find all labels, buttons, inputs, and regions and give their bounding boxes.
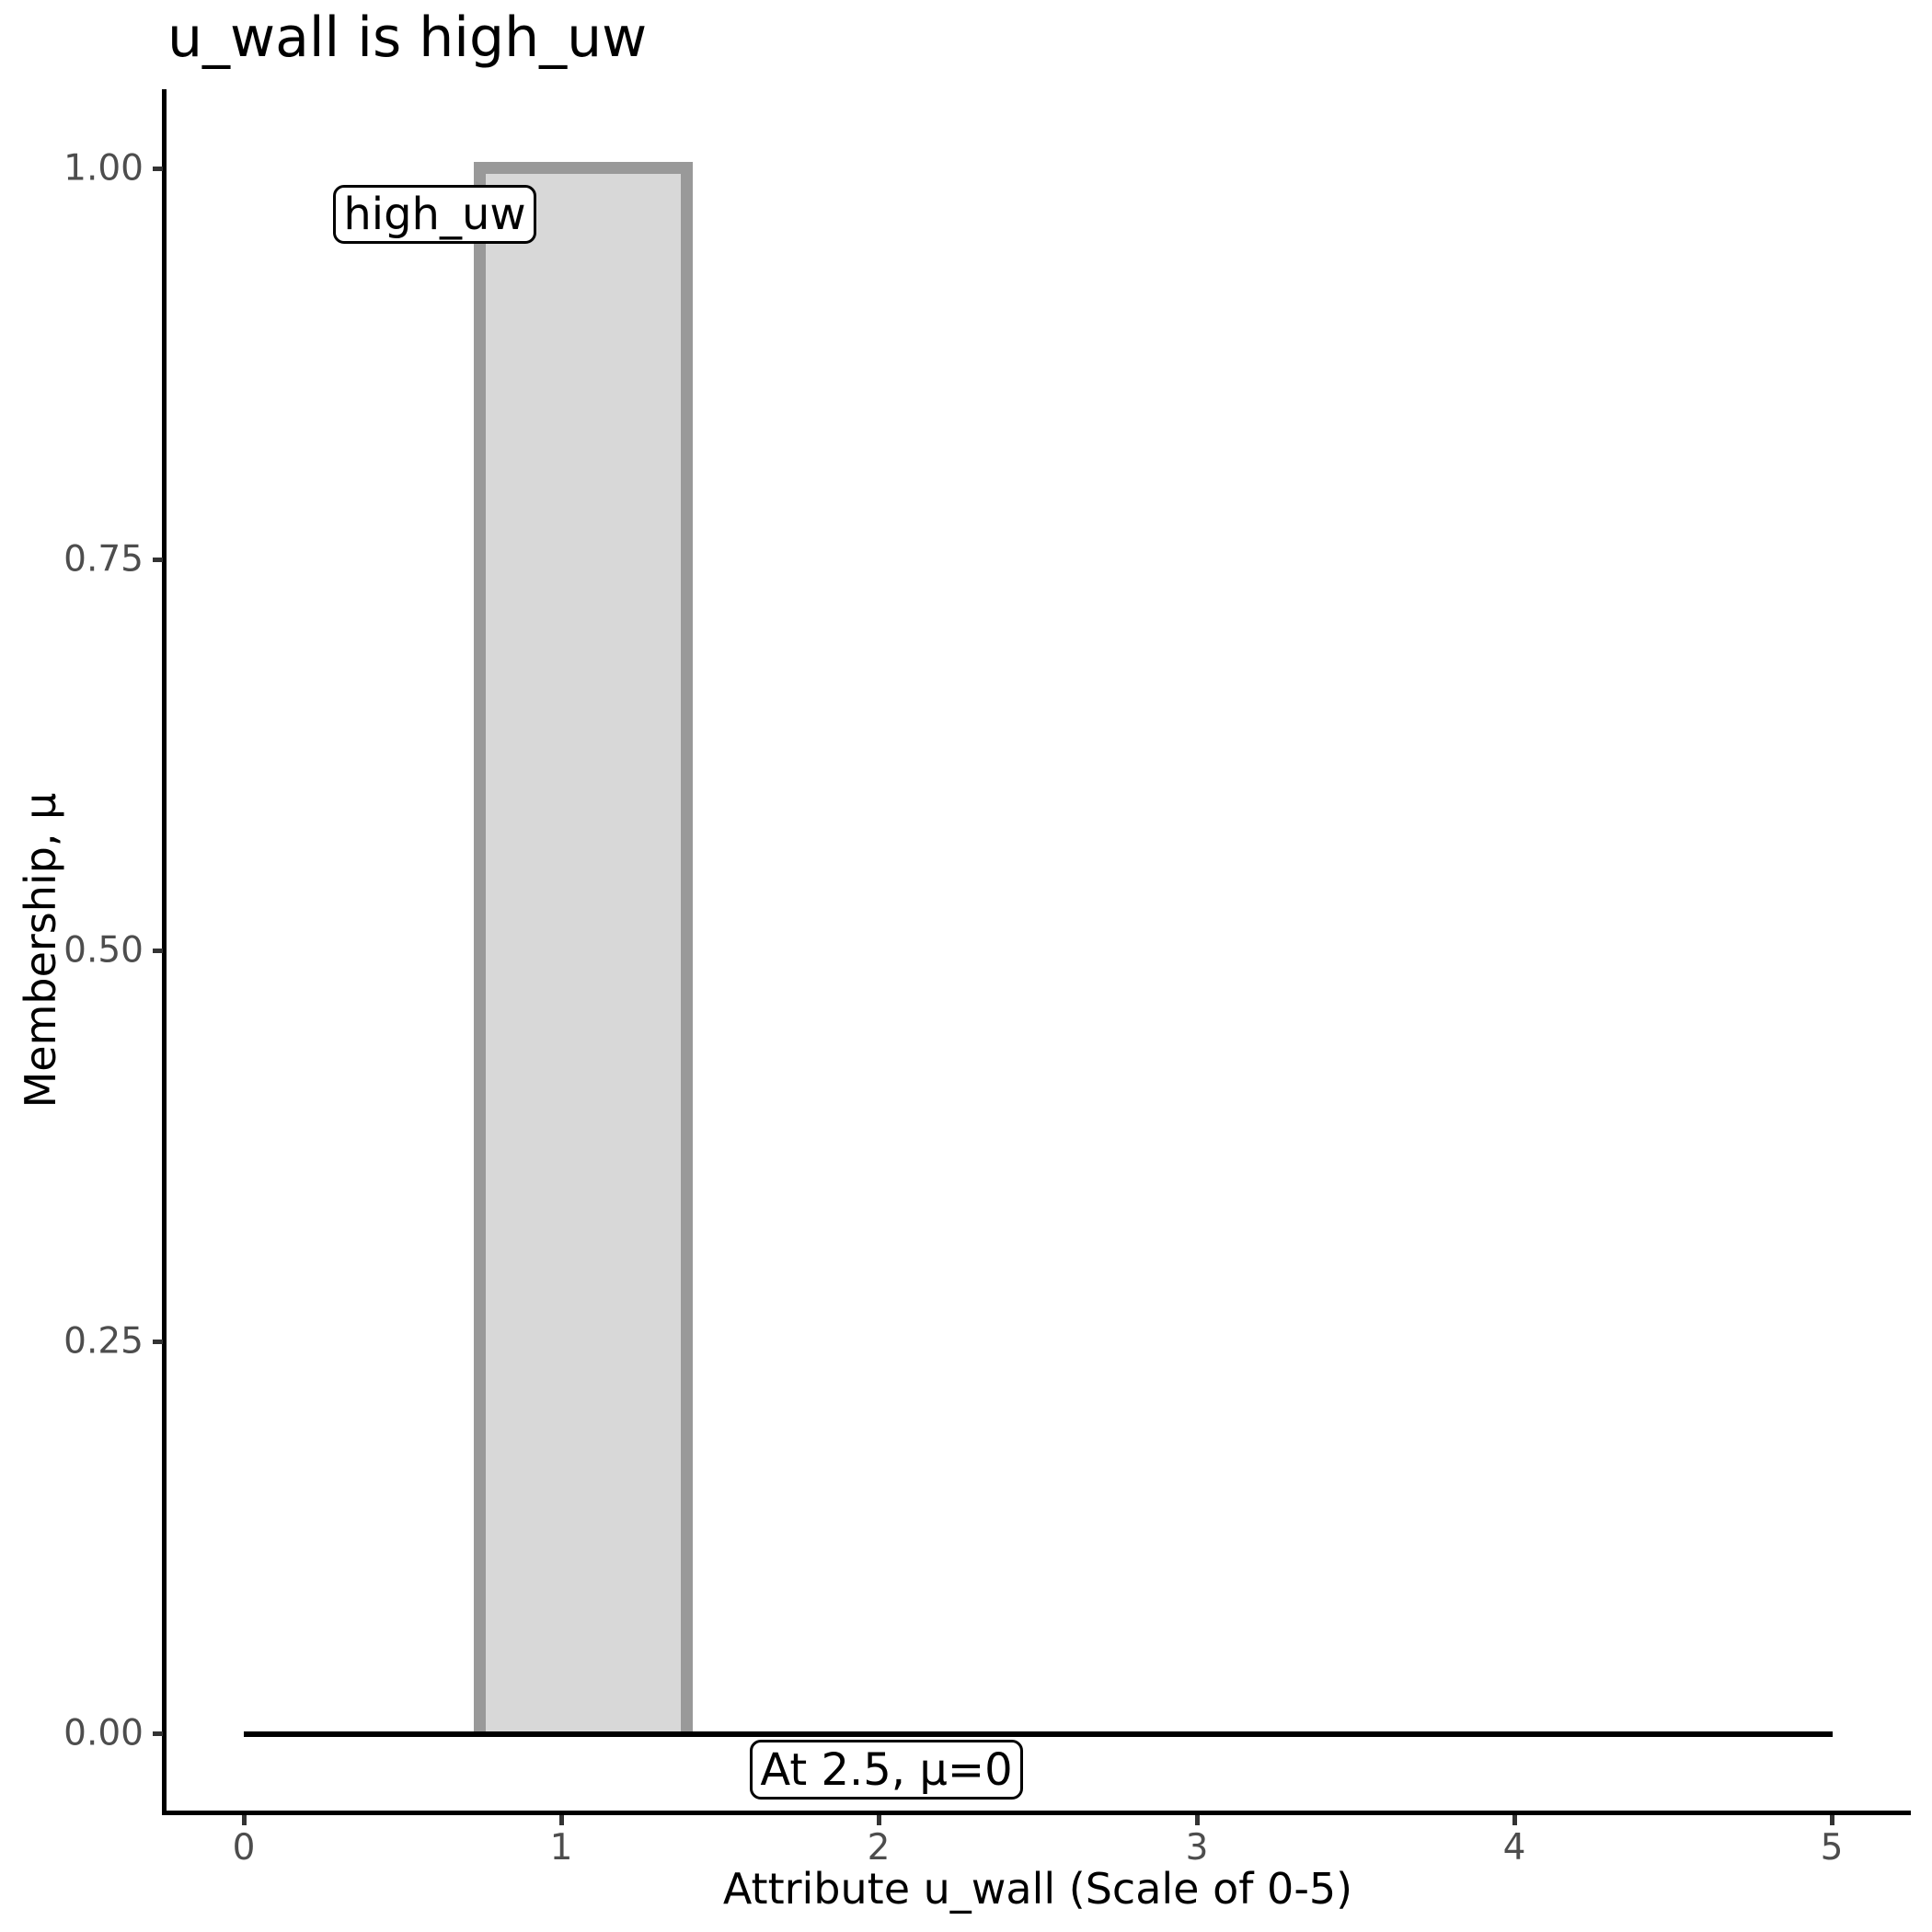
x-tick-label-4: 4 bbox=[1502, 1827, 1526, 1869]
x-tick-label-1: 1 bbox=[549, 1827, 573, 1869]
x-tick-label-5: 5 bbox=[1820, 1827, 1844, 1869]
annotation-at-2.5-mu-0-text: At 2.5, μ=0 bbox=[760, 1743, 1013, 1796]
chart-title: u_wall is high_uw bbox=[167, 6, 648, 70]
x-tick-label-3: 3 bbox=[1185, 1827, 1209, 1869]
y-tick-label-0.00: 0.00 bbox=[63, 1712, 144, 1754]
x-tick-mark-2 bbox=[877, 1815, 881, 1825]
x-tick-mark-5 bbox=[1830, 1815, 1834, 1825]
y-tick-label-0.25: 0.25 bbox=[63, 1320, 144, 1363]
x-tick-label-0: 0 bbox=[232, 1827, 256, 1869]
y-tick-mark-0.75 bbox=[153, 558, 163, 562]
x-tick-label-2: 2 bbox=[867, 1827, 891, 1869]
x-tick-mark-3 bbox=[1195, 1815, 1200, 1825]
y-tick-mark-0.25 bbox=[153, 1340, 163, 1344]
x-axis-line bbox=[162, 1811, 1911, 1815]
x-tick-mark-4 bbox=[1512, 1815, 1517, 1825]
y-axis-line bbox=[162, 89, 167, 1815]
x-axis-title: Attribute u_wall (Scale of 0-5) bbox=[722, 1864, 1353, 1914]
zero-membership-line bbox=[244, 1731, 1833, 1737]
y-tick-label-1.00: 1.00 bbox=[63, 147, 144, 190]
x-tick-mark-1 bbox=[559, 1815, 564, 1825]
y-tick-mark-0.50 bbox=[153, 949, 163, 953]
y-tick-mark-0.00 bbox=[153, 1731, 163, 1736]
y-tick-label-0.50: 0.50 bbox=[63, 929, 144, 972]
y-tick-label-0.75: 0.75 bbox=[63, 538, 144, 581]
x-tick-mark-0 bbox=[242, 1815, 247, 1825]
membership-bar-high-uw bbox=[474, 162, 693, 1731]
annotation-at-2.5-mu-0: At 2.5, μ=0 bbox=[750, 1740, 1023, 1800]
annotation-high-uw-text: high_uw bbox=[343, 189, 526, 240]
annotation-high-uw: high_uw bbox=[333, 185, 536, 244]
y-tick-mark-1.00 bbox=[153, 167, 163, 171]
